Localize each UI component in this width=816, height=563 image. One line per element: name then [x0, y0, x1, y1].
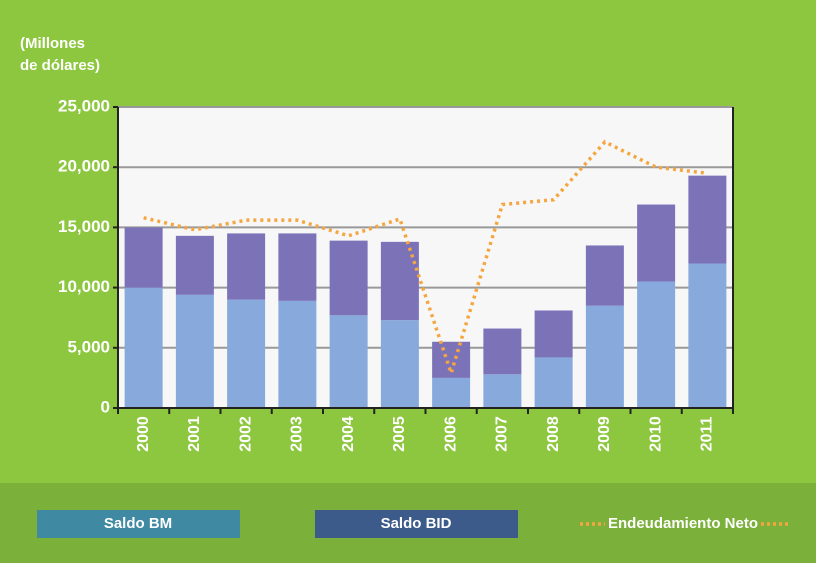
axis-label: (Millones — [20, 35, 85, 52]
y-tick-label: 25,000 — [58, 96, 110, 115]
legend-label: Saldo BID — [381, 515, 452, 532]
x-tick-label: 2008 — [545, 416, 562, 452]
x-tick-label: 2000 — [135, 416, 152, 452]
bar-segment — [585, 245, 624, 306]
bar-segment — [329, 315, 368, 408]
bar-segment — [432, 341, 471, 378]
bar-segment — [175, 235, 214, 295]
y-tick-label: 5,000 — [67, 337, 110, 356]
x-tick-label: 2001 — [186, 416, 203, 452]
bar-segment — [278, 300, 317, 408]
bar-segment — [227, 299, 266, 408]
bar-segment — [432, 377, 471, 408]
bar-segment — [380, 241, 419, 321]
bar-segment — [483, 328, 522, 375]
bar-segment — [483, 374, 522, 408]
bar-segment — [688, 175, 727, 264]
bar-segment — [534, 357, 573, 408]
y-tick-label: 10,000 — [58, 277, 110, 296]
bar-segment — [329, 240, 368, 316]
x-tick-label: 2002 — [237, 416, 254, 452]
legend-swatch — [37, 510, 240, 538]
x-tick-label: 2004 — [340, 416, 357, 452]
axis-label: de dólares) — [20, 57, 100, 74]
bar-segment — [380, 320, 419, 408]
bar-segment — [175, 294, 214, 408]
bar-segment — [227, 233, 266, 300]
x-tick-label: 2007 — [494, 416, 511, 452]
x-tick-label: 2003 — [289, 416, 306, 452]
x-tick-label: 2011 — [699, 417, 716, 452]
line-series — [143, 139, 708, 379]
bar-segment — [124, 287, 163, 408]
legend-label: Saldo BM — [104, 515, 172, 532]
plot-area — [118, 107, 733, 408]
x-tick-label: 2010 — [647, 416, 664, 452]
bar-segment — [688, 263, 727, 408]
bar-segment — [278, 233, 317, 301]
bar-segment — [637, 281, 676, 408]
y-tick-label: 20,000 — [58, 157, 110, 176]
bar-segment — [637, 204, 676, 282]
y-tick-label: 0 — [101, 397, 110, 416]
x-tick-label: 2006 — [442, 416, 459, 452]
legend-swatch — [315, 510, 518, 538]
legend-label: Endeudamiento Neto — [608, 515, 758, 532]
y-tick-label: 15,000 — [58, 217, 110, 236]
bar-segment — [124, 227, 163, 288]
x-tick-label: 2009 — [596, 416, 613, 452]
bar-segment — [585, 305, 624, 408]
bar-segment — [534, 310, 573, 358]
x-tick-label: 2005 — [391, 416, 408, 452]
